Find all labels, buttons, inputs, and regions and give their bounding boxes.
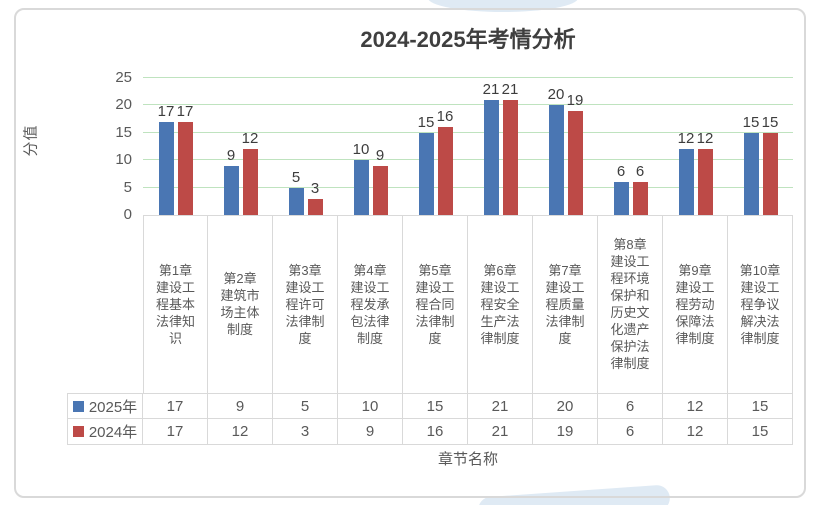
category-label: 第10章建设工程争议解决法律制度 bbox=[728, 215, 793, 393]
gridline bbox=[143, 131, 793, 133]
bar-value-label: 3 bbox=[310, 180, 320, 197]
gridline bbox=[143, 104, 793, 106]
bar-2024年 bbox=[242, 149, 258, 215]
bar-2024年 bbox=[762, 133, 778, 215]
table-value-cell: 19 bbox=[533, 419, 598, 445]
table-value-cell: 10 bbox=[338, 393, 403, 419]
y-tick-label: 0 bbox=[123, 206, 132, 223]
table-value-cell: 12 bbox=[663, 393, 728, 419]
category-label: 第1章建设工程基本法律知识 bbox=[143, 215, 208, 393]
category-label: 第6章建设工程安全生产法律制度 bbox=[468, 215, 533, 393]
bar-2025年 bbox=[678, 149, 694, 215]
bar-value-label: 15 bbox=[742, 114, 760, 131]
bar-2024年 bbox=[632, 182, 648, 215]
y-tick-label: 20 bbox=[115, 96, 132, 114]
table-value-cell: 20 bbox=[533, 393, 598, 419]
category-label: 第2章建筑市场主体制度 bbox=[208, 215, 273, 393]
bar-2025年 bbox=[548, 105, 564, 215]
bar-2025年 bbox=[418, 133, 434, 215]
y-tick-label: 5 bbox=[123, 178, 132, 196]
category-label: 第5章建设工程合同法律制度 bbox=[403, 215, 468, 393]
bar-value-label: 21 bbox=[482, 81, 500, 98]
legend-label: 2025年 bbox=[88, 398, 138, 416]
bar-value-label: 6 bbox=[616, 163, 626, 180]
legend-key-2025年: 2025年 bbox=[67, 393, 143, 419]
gridline bbox=[143, 77, 793, 78]
x-axis-line bbox=[143, 215, 793, 216]
bar-2024年 bbox=[697, 149, 713, 215]
table-value-cell: 16 bbox=[403, 419, 468, 445]
bar-2025年 bbox=[158, 122, 174, 215]
category-label: 第7章建设工程质量法律制度 bbox=[533, 215, 598, 393]
bar-2025年 bbox=[353, 160, 369, 215]
bar-2024年 bbox=[502, 100, 518, 215]
bar-value-label: 5 bbox=[291, 169, 301, 186]
bar-2024年 bbox=[177, 122, 193, 215]
category-label: 第9章建设工程劳动保障法律制度 bbox=[663, 215, 728, 393]
table-value-cell: 21 bbox=[468, 419, 533, 445]
gridline bbox=[143, 159, 793, 161]
bar-2024年 bbox=[372, 166, 388, 215]
watermark-shape-bottom bbox=[477, 484, 671, 505]
bar-value-label: 9 bbox=[226, 147, 236, 164]
bar-value-label: 16 bbox=[436, 108, 454, 125]
bar-value-label: 19 bbox=[566, 92, 584, 109]
bar-value-label: 6 bbox=[635, 163, 645, 180]
bar-2025年 bbox=[743, 133, 759, 215]
bar-2024年 bbox=[567, 111, 583, 215]
bar-2025年 bbox=[223, 166, 239, 215]
chart-title: 2024-2025年考情分析 bbox=[360, 27, 576, 52]
table-value-cell: 6 bbox=[598, 419, 663, 445]
table-value-cell: 15 bbox=[728, 419, 793, 445]
table-value-cell: 6 bbox=[598, 393, 663, 419]
table-value-cell: 17 bbox=[143, 419, 208, 445]
watermark-shape-top bbox=[428, 0, 578, 12]
bar-value-label: 12 bbox=[696, 130, 714, 147]
x-axis-title: 章节名称 bbox=[437, 451, 498, 468]
table-value-cell: 5 bbox=[273, 393, 338, 419]
table-value-cell: 12 bbox=[208, 419, 273, 445]
bar-value-label: 21 bbox=[501, 81, 519, 98]
legend-key-2024年: 2024年 bbox=[67, 419, 143, 445]
category-axis-row: 第1章建设工程基本法律知识 第2章建筑市场主体制度 第3章建设工程许可法律制度 第4章… bbox=[143, 215, 793, 393]
data-table: 2025年 17 9 5 10 15 21 20 6 12 15 2024年 17 12 3 9 16 21 19 6… bbox=[67, 393, 793, 445]
category-label: 第3章建设工程许可法律制度 bbox=[273, 215, 338, 393]
category-label: 第4章建设工程发承包法律制度 bbox=[338, 215, 403, 393]
table-value-cell: 12 bbox=[663, 419, 728, 445]
legend-swatch-2025年 bbox=[72, 400, 84, 412]
bar-value-label: 20 bbox=[547, 86, 565, 103]
table-value-cell: 21 bbox=[468, 393, 533, 419]
bar-value-label: 15 bbox=[761, 114, 779, 131]
bar-2024年 bbox=[307, 199, 323, 215]
bar-value-label: 15 bbox=[417, 114, 435, 131]
table-value-cell: 3 bbox=[273, 419, 338, 445]
legend-swatch-2024年 bbox=[72, 426, 84, 437]
bar-2025年 bbox=[613, 182, 629, 215]
table-value-cell: 17 bbox=[143, 393, 208, 419]
bar-value-label: 17 bbox=[157, 103, 175, 120]
category-label: 第8章建设工程环境保护和历史文化遗产保护法律制度 bbox=[598, 215, 663, 393]
bar-2025年 bbox=[483, 100, 499, 215]
y-axis-title: 分值 bbox=[22, 124, 40, 157]
bar-value-label: 17 bbox=[176, 103, 194, 120]
table-value-cell: 9 bbox=[208, 393, 273, 419]
table-value-cell: 9 bbox=[338, 419, 403, 445]
table-value-cell: 15 bbox=[403, 393, 468, 419]
table-value-cell: 15 bbox=[728, 393, 793, 419]
y-tick-label: 10 bbox=[115, 151, 132, 169]
bar-2024年 bbox=[437, 127, 453, 215]
gridline bbox=[143, 186, 793, 188]
bar-value-label: 9 bbox=[375, 147, 385, 164]
legend-label: 2024年 bbox=[88, 424, 138, 441]
y-tick-label: 25 bbox=[115, 69, 132, 86]
bar-value-label: 12 bbox=[241, 130, 259, 147]
bar-value-label: 10 bbox=[352, 141, 370, 158]
y-tick-label: 15 bbox=[115, 123, 132, 141]
bar-2025年 bbox=[288, 188, 304, 215]
bar-value-label: 12 bbox=[677, 130, 695, 147]
